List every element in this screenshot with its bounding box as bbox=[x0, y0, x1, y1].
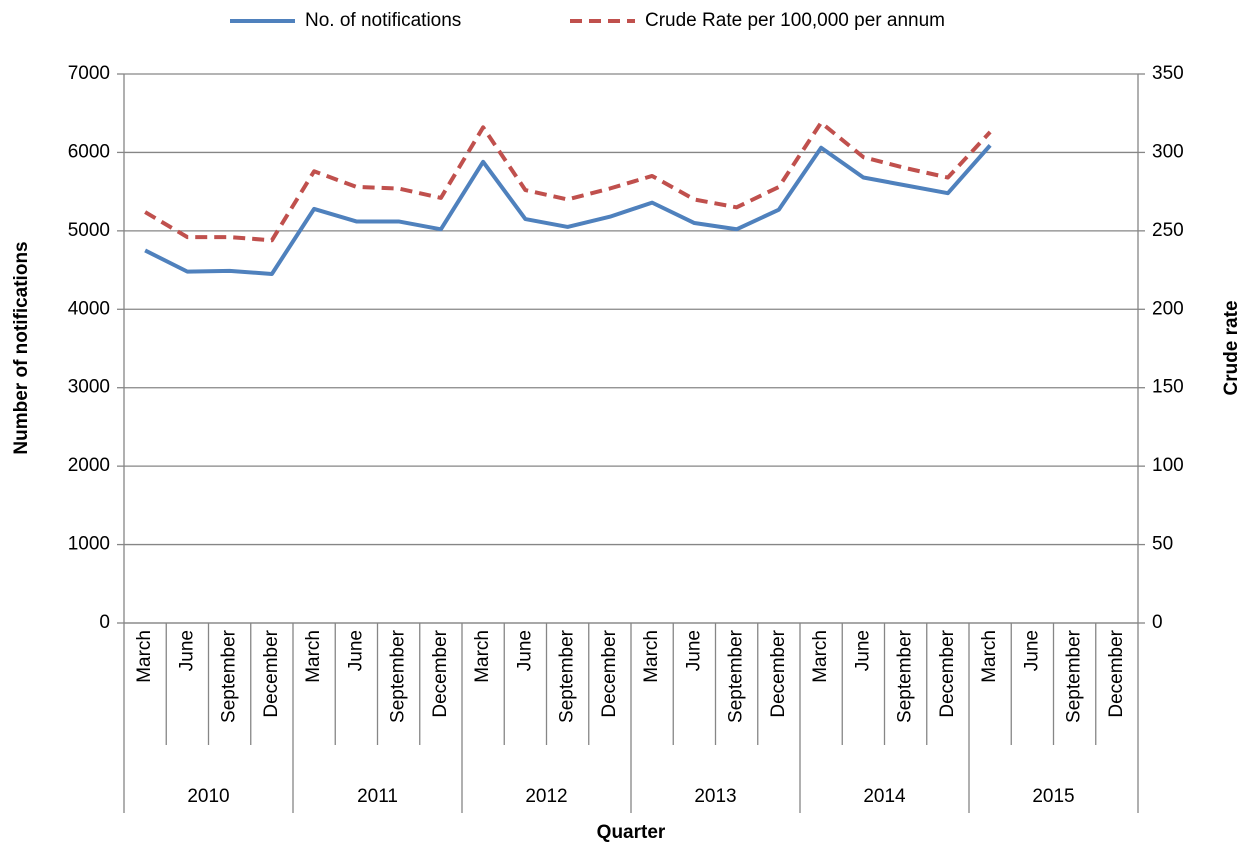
x-tick-label: September bbox=[557, 629, 578, 723]
y-tick-label: 4000 bbox=[68, 298, 110, 319]
x-group-label: 2010 bbox=[187, 786, 229, 807]
y-tick-label: 5000 bbox=[68, 220, 110, 241]
y-tick-label: 2000 bbox=[68, 455, 110, 476]
y2-tick-label: 0 bbox=[1152, 612, 1163, 633]
x-tick-label: September bbox=[726, 629, 747, 723]
x-tick-label: March bbox=[979, 630, 1000, 683]
y2-axis-title: Crude rate bbox=[1221, 300, 1242, 395]
x-tick-label: December bbox=[937, 629, 958, 717]
x-group-label: 2011 bbox=[357, 786, 398, 807]
legend-label: Crude Rate per 100,000 per annum bbox=[645, 10, 945, 31]
x-tick-label: December bbox=[768, 629, 789, 717]
x-group-label: 2015 bbox=[1032, 786, 1074, 807]
y2-tick-label: 100 bbox=[1152, 455, 1184, 476]
x-tick-label: June bbox=[514, 630, 535, 671]
x-tick-label: September bbox=[388, 629, 409, 723]
y-axis-title: Number of notifications bbox=[11, 241, 32, 454]
y-tick-label: 3000 bbox=[68, 377, 110, 398]
x-tick-label: December bbox=[599, 629, 620, 717]
x-tick-label: September bbox=[1064, 629, 1085, 723]
y2-tick-label: 200 bbox=[1152, 298, 1184, 319]
y2-tick-label: 350 bbox=[1152, 63, 1184, 84]
x-tick-label: June bbox=[683, 630, 704, 671]
x-tick-label: September bbox=[895, 629, 916, 723]
x-group-label: 2014 bbox=[863, 786, 906, 807]
x-tick-label: March bbox=[303, 630, 324, 683]
x-tick-label: March bbox=[472, 630, 493, 683]
x-tick-label: June bbox=[1021, 630, 1042, 671]
x-tick-label: March bbox=[134, 630, 155, 683]
legend-label: No. of notifications bbox=[305, 10, 461, 31]
x-tick-label: December bbox=[261, 629, 282, 717]
x-group-label: 2013 bbox=[694, 786, 736, 807]
y2-tick-label: 150 bbox=[1152, 377, 1184, 398]
x-axis-title: Quarter bbox=[597, 822, 666, 843]
x-tick-label: March bbox=[641, 630, 662, 683]
x-tick-label: June bbox=[176, 630, 197, 671]
x-tick-label: June bbox=[345, 630, 366, 671]
x-tick-label: June bbox=[852, 630, 873, 671]
y-tick-label: 1000 bbox=[68, 534, 110, 555]
x-tick-label: March bbox=[810, 630, 831, 683]
y2-tick-label: 250 bbox=[1152, 220, 1184, 241]
y-tick-label: 0 bbox=[99, 612, 110, 633]
series-line bbox=[144, 120, 992, 243]
y2-tick-label: 300 bbox=[1152, 141, 1184, 162]
y-tick-label: 7000 bbox=[68, 63, 110, 84]
x-group-label: 2012 bbox=[525, 786, 567, 807]
x-tick-label: December bbox=[430, 629, 451, 717]
y2-tick-label: 50 bbox=[1152, 534, 1173, 555]
series-line bbox=[144, 144, 992, 276]
y-tick-label: 6000 bbox=[68, 141, 110, 162]
x-tick-label: December bbox=[1106, 629, 1127, 717]
x-tick-label: September bbox=[219, 629, 240, 723]
